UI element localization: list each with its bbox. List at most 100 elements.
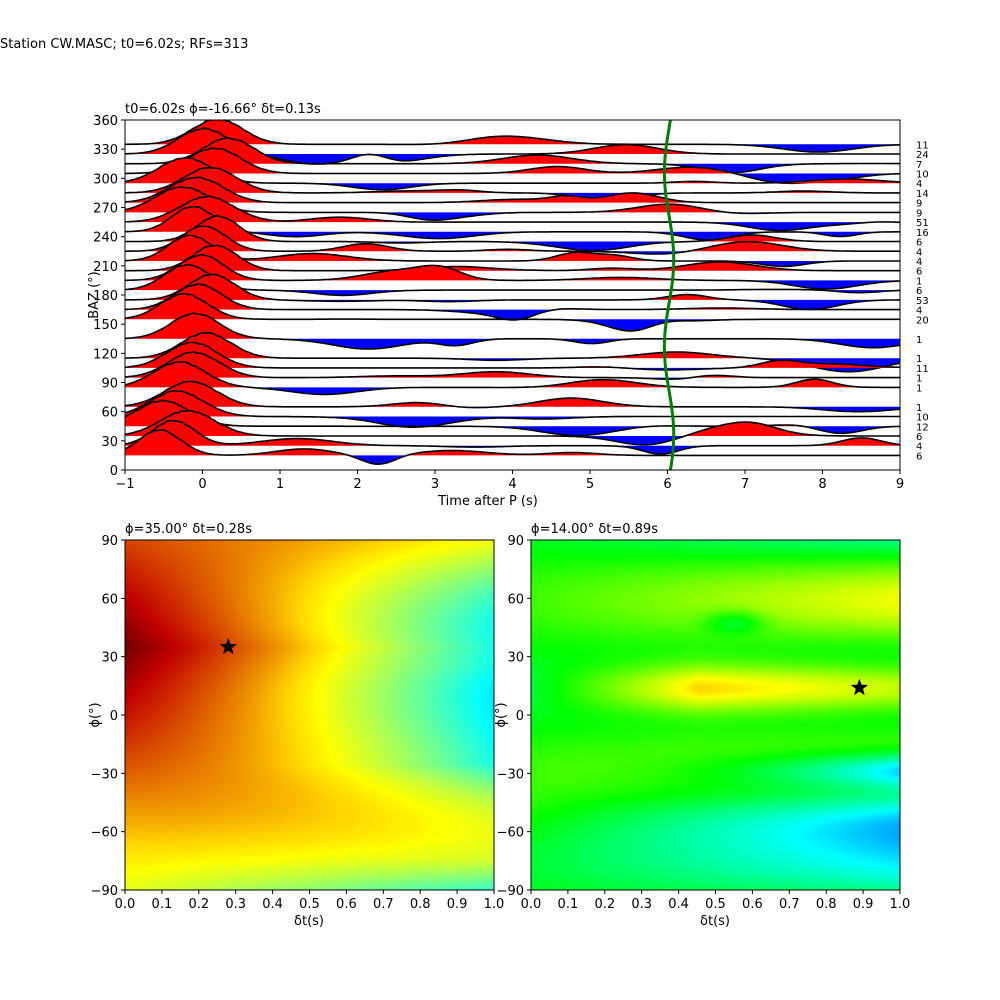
right-y-ticks: −90 −60 −30 0 30 60 90	[497, 534, 531, 899]
rf-x-tick-label: 0	[198, 477, 206, 492]
figure-title: Station CW.MASC; t0=6.02s; RFs=313	[0, 37, 249, 52]
rf-y-tick-label: 360	[93, 114, 118, 129]
rf-trace-positive-fill	[125, 235, 900, 261]
rf-y-tick-label: 60	[101, 406, 118, 421]
right-heatmap	[531, 540, 900, 890]
left-x-tick-label: 0.0	[115, 897, 136, 912]
best-fit-star-icon	[850, 678, 868, 696]
rf-trace-line	[125, 341, 900, 371]
rf-trace-line	[125, 147, 900, 185]
rf-trace-line	[125, 176, 900, 204]
left-x-tick-label: 0.6	[336, 897, 357, 912]
rf-count-label: 9	[916, 208, 922, 219]
rf-count-label: 7	[916, 160, 922, 171]
right-x-tick-label: 0.2	[594, 897, 615, 912]
rf-trace-line	[125, 351, 900, 380]
left-y-tick-label: −60	[91, 826, 118, 841]
right-y-tick-label: −60	[497, 826, 524, 841]
rf-trace-line	[125, 263, 900, 297]
rf-count-label: 6	[916, 432, 922, 443]
left-y-tick-label: −30	[91, 767, 118, 782]
rf-count-label: 11	[916, 364, 929, 375]
rf-trace-negative-fill	[125, 173, 900, 184]
rf-x-tick-label: 3	[431, 477, 439, 492]
rf-trace-line	[125, 273, 900, 311]
right-x-tick-label: 0.4	[668, 897, 689, 912]
rf-count-label: 53	[916, 296, 929, 307]
rf-trace-line	[125, 361, 900, 396]
rf-count-label: 6	[916, 267, 922, 278]
rf-count-label: 11	[916, 140, 929, 151]
right-x-tick-label: 0.3	[631, 897, 652, 912]
best-fit-star-icon	[219, 637, 237, 655]
rf-count-label: 1	[916, 403, 922, 414]
right-x-tick-label: 0.0	[521, 897, 542, 912]
rf-count-labels: 1124710414995116644616534201111111101264…	[916, 140, 929, 462]
rf-count-label: 4	[916, 257, 922, 268]
rf-trace-line	[125, 186, 900, 222]
rf-count-label: 10	[916, 413, 929, 424]
rf-trace-negative-fill	[125, 426, 900, 436]
rf-trace-line	[125, 244, 900, 272]
rf-count-label: 4	[916, 442, 922, 453]
rf-y-tick-label: 300	[93, 172, 118, 187]
rf-y-tick-label: 180	[93, 289, 118, 304]
rf-trace-negative-fill	[125, 406, 900, 412]
rf-x-tick-label: 4	[508, 477, 516, 492]
right-y-tick-label: 30	[507, 651, 524, 666]
left-y-axis-label: ϕ(°)	[88, 702, 103, 727]
rf-trace-negative-fill	[125, 231, 900, 240]
left-y-tick-label: 0	[110, 709, 118, 724]
rf-count-label: 6	[916, 238, 922, 249]
rf-trace-line	[125, 419, 900, 455]
rf-trace-negative-fill	[125, 299, 900, 310]
rf-trace-negative-fill	[125, 358, 900, 372]
left-y-tick-label: 90	[101, 534, 118, 549]
rf-count-label: 12	[916, 422, 929, 433]
rf-y-tick-label: 150	[93, 318, 118, 333]
left-x-tick-label: 1.0	[484, 897, 505, 912]
rf-count-label: 51	[916, 218, 929, 229]
left-y-ticks: −90 −60 −30 0 30 60 90	[91, 534, 125, 899]
grid-search-right-panel: 0.0 0.1 0.2 0.3 0.4 0.5 0.6 0.7 0.8 0.9 1.0 −90 −60…	[494, 522, 910, 929]
left-x-axis-label: δt(s)	[294, 914, 324, 929]
left-x-tick-label: 0.1	[152, 897, 173, 912]
rf-count-label: 10	[916, 170, 929, 181]
right-y-tick-label: 90	[507, 534, 524, 549]
rf-trace-line	[125, 234, 900, 268]
right-x-tick-label: 0.1	[558, 897, 579, 912]
right-x-tick-label: 0.7	[779, 897, 800, 912]
left-y-tick-label: 30	[101, 651, 118, 666]
rf-y-tick-label: 30	[101, 435, 118, 450]
rf-x-tick-label: 7	[741, 477, 749, 492]
rf-panel: −1 0 1 2 3 4 5 6 7 8 9 030609012015018021024027030…	[87, 102, 929, 509]
rf-y-tick-label: 210	[93, 260, 118, 275]
rf-trace-line	[125, 156, 900, 191]
rf-y-tick-label: 0	[110, 464, 118, 479]
rf-count-label: 1	[916, 335, 922, 346]
rf-y-ticks: 0 30 60 90 120 150 180 210 240 270 300 330 360	[93, 114, 125, 479]
rf-count-label: 1	[916, 383, 922, 394]
rf-trace-negative-fill	[125, 387, 900, 395]
rf-count-label: 1	[916, 374, 922, 385]
rf-trace-line	[125, 120, 900, 153]
grid-search-left-panel: 0.0 0.1 0.2 0.3 0.4 0.5 0.6 0.7 0.8 0.9 1.0 −90 −60…	[88, 522, 504, 929]
right-x-axis-label: δt(s)	[700, 914, 730, 929]
rf-count-label: 6	[916, 451, 922, 462]
rf-count-label: 9	[916, 199, 922, 210]
left-heatmap	[125, 540, 494, 890]
rf-trace-line	[125, 399, 900, 437]
rf-trace-positive-fill	[125, 430, 900, 456]
rf-x-tick-label: 6	[663, 477, 671, 492]
rf-count-label: 4	[916, 247, 922, 258]
right-x-tick-label: 0.6	[742, 897, 763, 912]
right-x-tick-label: 0.5	[705, 897, 726, 912]
rf-trace-negative-fill	[125, 163, 900, 173]
rf-count-label: 1	[916, 354, 922, 365]
rf-x-tick-label: −1	[115, 477, 134, 492]
rf-x-tick-label: 5	[586, 477, 594, 492]
rf-x-tick-label: 1	[276, 477, 284, 492]
right-x-tick-label: 0.9	[853, 897, 874, 912]
rf-count-label: 4	[916, 179, 922, 190]
